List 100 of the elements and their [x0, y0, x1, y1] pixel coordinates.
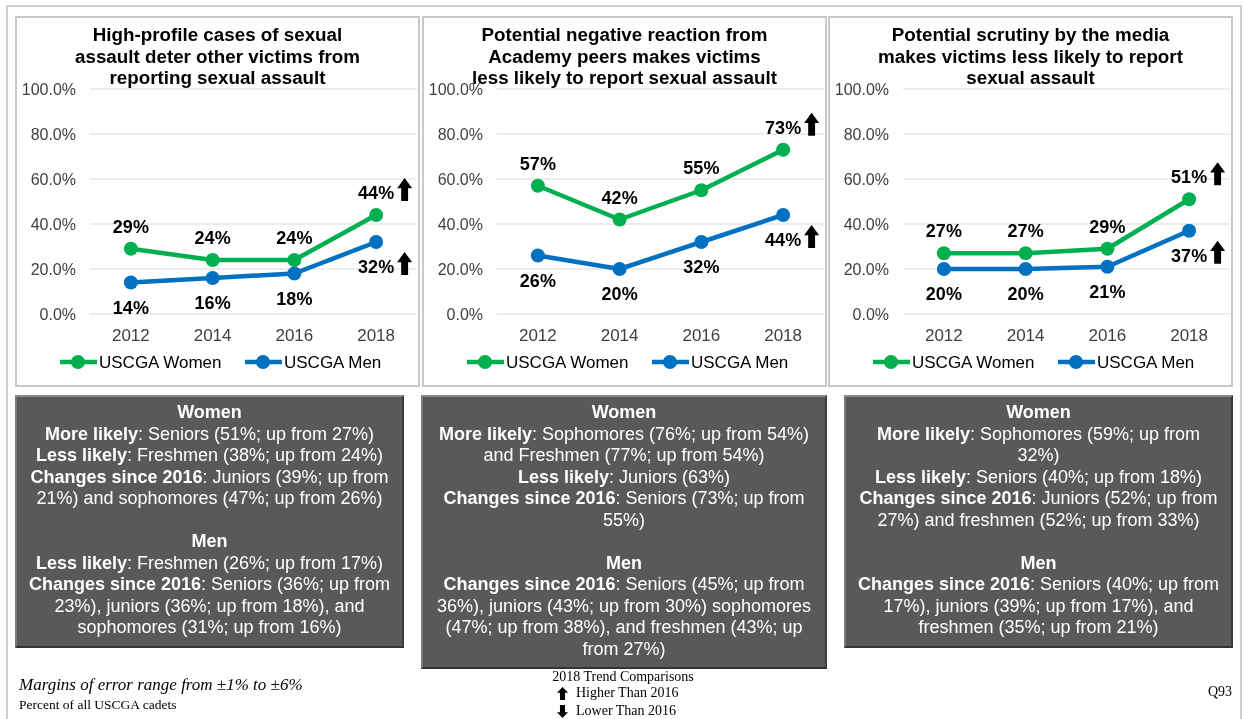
legend-label: USCGA Women [99, 352, 222, 372]
text: Less likely: Juniors (63%) [517, 466, 731, 487]
text: Less likely: Seniors (40%; up from 18%) [874, 466, 1203, 487]
text: Changes since 2016: Seniors (36%; up from 23%), juniors (36%; up from 18%), and sophomores (31%; up from 16%) [28, 574, 391, 637]
point [1182, 223, 1197, 238]
x-tick-label: 2016 [1088, 325, 1127, 345]
data-label: 20% [1007, 284, 1044, 304]
text: Changes since 2016: Seniors (40%; up from 17%), juniors (39%; up from 17%), and freshmen (35%; up from 21%) [857, 574, 1220, 637]
y-tick-label: 40.0% [843, 215, 889, 233]
text: Changes since 2016: Juniors (52%; up from 27%) and freshmen (52%; up from 33%) [859, 488, 1218, 530]
data-label: 44% [358, 183, 395, 203]
data-label: 55% [683, 158, 720, 179]
x-tick-label: 2016 [682, 325, 721, 345]
x-tick-label: 2014 [193, 325, 232, 345]
text: 2018 Trend Comparisons [551, 669, 695, 685]
data-label: 32% [358, 257, 395, 277]
point [1100, 241, 1115, 256]
y-tick-label: 80.0% [437, 125, 483, 143]
data-label: 42% [601, 187, 638, 208]
x-tick-label: 2018 [764, 325, 803, 345]
data-label: 20% [601, 284, 638, 304]
text: More likely: Sophomores (59%; up from 32%) [876, 423, 1201, 465]
point [530, 178, 545, 193]
x-tick-label: 2012 [518, 325, 557, 345]
text: Lower Than 2016 [576, 703, 677, 719]
data-label: 37% [1171, 245, 1208, 266]
legend-label: USCGA Men [1097, 352, 1195, 372]
point [612, 262, 627, 276]
y-tick-label: 80.0% [30, 125, 76, 143]
text: Men [605, 552, 643, 574]
text: Men [1019, 552, 1058, 574]
point [1018, 246, 1033, 261]
point [694, 235, 709, 249]
data-label: 24% [276, 228, 313, 248]
y-tick-label: 0.0% [852, 305, 889, 323]
data-label: 24% [194, 228, 231, 248]
y-tick-label: 20.0% [843, 260, 889, 278]
x-tick-label: 2012 [111, 325, 150, 345]
x-tick-label: 2014 [600, 325, 639, 345]
y-tick-label: 0.0% [39, 305, 76, 323]
text: Women [176, 402, 243, 424]
point [694, 183, 709, 198]
text: Changes since 2016: Seniors (73%; up from 55%) [443, 488, 805, 530]
data-label: 44% [765, 230, 802, 250]
point [936, 246, 951, 261]
text: More likely: Seniors (51%; up from 27%) [44, 423, 375, 444]
data-label: 14% [112, 297, 149, 318]
data-label: 27% [1007, 221, 1044, 242]
point [1018, 262, 1033, 276]
y-tick-label: 40.0% [437, 215, 483, 233]
text: Women [590, 402, 658, 424]
y-tick-label: 40.0% [30, 215, 76, 233]
text: Changes since 2016: Juniors (39%; up from 21%) and sophomores (47%; up from 26%) [30, 466, 389, 508]
text: Percent of all USCGA cadets [19, 697, 177, 713]
point [369, 208, 384, 222]
text: More likely: Sophomores (76%; up from 54%) and Freshmen (77%; up from 54%) [438, 423, 810, 465]
text: Less likely: Freshmen (26%; up from 17%) [35, 552, 384, 573]
data-label: 16% [194, 293, 231, 313]
point [369, 235, 384, 249]
data-label: 57% [519, 153, 556, 174]
data-label: 18% [276, 288, 313, 309]
point [287, 266, 302, 281]
text: Men [190, 531, 229, 553]
data-label: 20% [925, 284, 962, 304]
data-label: 32% [683, 257, 720, 277]
data-label: 26% [519, 270, 556, 291]
point [776, 142, 791, 157]
text: Higher Than 2016 [576, 685, 679, 701]
x-tick-label: 2018 [357, 325, 396, 345]
legend-label: USCGA Women [912, 352, 1035, 372]
x-tick-label: 2018 [1170, 325, 1209, 345]
data-label: 21% [1089, 281, 1126, 302]
data-label: 51% [1171, 167, 1208, 188]
y-tick-label: 60.0% [30, 170, 76, 188]
text: Margins of error range from ±1% to ±6% [19, 675, 303, 695]
legend-label: USCGA Men [284, 352, 382, 372]
chart-title: High-profile cases of sexual assault deter other victims from reporting sexual assault [75, 24, 360, 88]
point [123, 241, 138, 256]
point [530, 248, 545, 263]
point [612, 212, 627, 227]
point [936, 262, 951, 276]
y-tick-label: 80.0% [843, 125, 889, 143]
text: Changes since 2016: Seniors (45%; up from 36%), juniors (43%; up from 30%) sophomores (47%; up from 38%), and freshmen (43%; up from 27%) [436, 574, 812, 659]
text: Less likely: Freshmen (38%; up from 24%) [35, 445, 384, 465]
y-tick-label: 60.0% [437, 170, 483, 188]
text: Q93 [1207, 684, 1232, 700]
point [1182, 192, 1197, 207]
x-tick-label: 2012 [924, 325, 963, 345]
point [123, 275, 138, 290]
data-label: 73% [765, 117, 802, 138]
legend-label: USCGA Men [691, 352, 789, 372]
data-label: 29% [112, 216, 149, 237]
y-tick-label: 20.0% [30, 260, 76, 278]
point [1100, 259, 1115, 274]
y-tick-label: 60.0% [843, 170, 889, 188]
y-tick-label: 20.0% [437, 260, 483, 278]
x-tick-label: 2016 [275, 325, 314, 345]
point [205, 271, 220, 285]
data-label: 29% [1089, 216, 1126, 237]
legend-label: USCGA Women [506, 352, 629, 372]
